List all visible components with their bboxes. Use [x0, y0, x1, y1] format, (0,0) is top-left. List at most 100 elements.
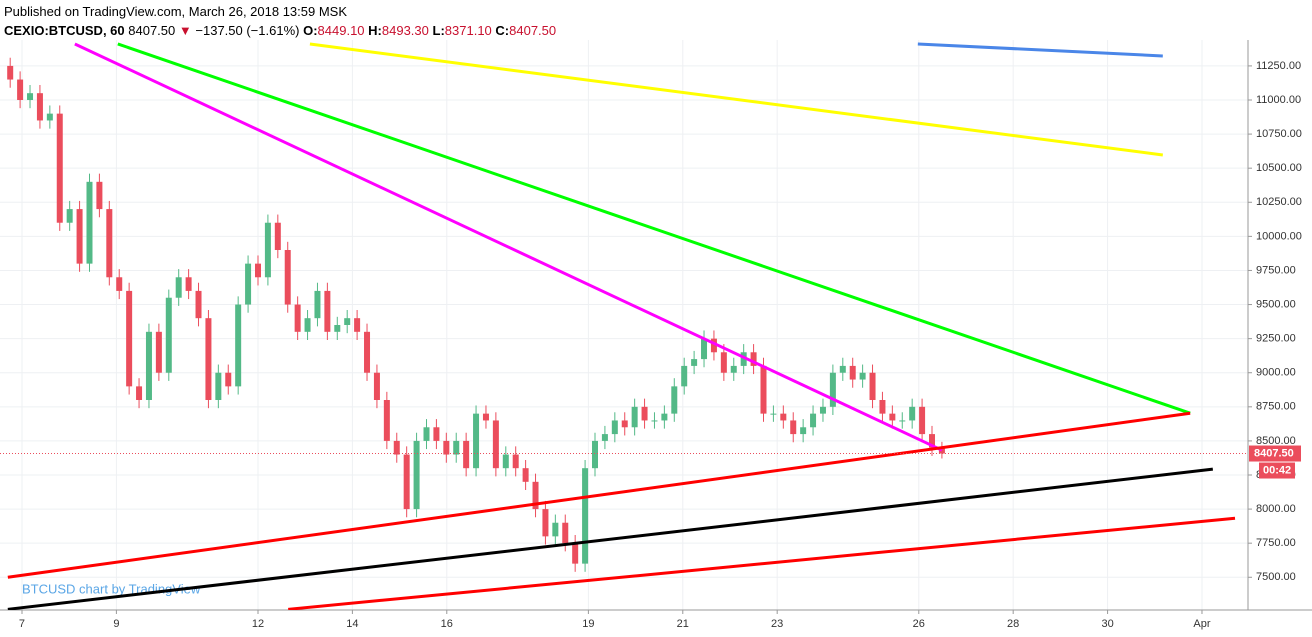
- y-tick-label: 7750.00: [1256, 537, 1296, 549]
- candle-body: [621, 420, 628, 428]
- last-price-label: 8407.50: [1254, 447, 1294, 459]
- candle-body: [175, 277, 182, 298]
- candle-body: [423, 427, 430, 441]
- y-tick-label: 11250.00: [1256, 60, 1301, 72]
- candle-body: [56, 113, 63, 223]
- y-tick-label: 7500.00: [1256, 571, 1296, 583]
- candle-body: [661, 413, 668, 421]
- y-tick-label: 9750.00: [1256, 264, 1296, 276]
- candle-body: [552, 522, 559, 537]
- candle-body: [235, 304, 242, 387]
- candle-body: [453, 440, 460, 455]
- candle-body: [641, 406, 648, 421]
- trend-line: [117, 42, 1191, 415]
- symbol-line: CEXIO:BTCUSD, 60 8407.50 ▼ −137.50 (−1.6…: [4, 21, 556, 40]
- last-price-box: [1249, 445, 1301, 462]
- candle-body: [849, 365, 856, 380]
- y-tick-label: 10000.00: [1256, 230, 1302, 242]
- x-tick-label: 7: [19, 618, 25, 630]
- y-tick-label: 10750.00: [1256, 128, 1302, 140]
- candle-body: [215, 372, 222, 400]
- candle-body: [859, 372, 866, 380]
- candle-body: [304, 318, 311, 332]
- candle-body: [66, 209, 73, 223]
- candle-body: [919, 406, 926, 435]
- ohlc-label: L:: [432, 23, 445, 38]
- candle-body: [473, 413, 480, 469]
- candle-body: [126, 290, 133, 387]
- y-tick-label: 9250.00: [1256, 333, 1296, 345]
- trend-line: [288, 516, 1236, 610]
- candle-body: [651, 420, 658, 422]
- candle-body: [17, 79, 24, 100]
- ohlc-value: 8493.30: [381, 23, 429, 38]
- candle-body: [740, 352, 747, 366]
- candle-body: [344, 318, 351, 325]
- y-tick-label: 9000.00: [1256, 367, 1296, 379]
- ohlc: O:8449.10 H:8493.30 L:8371.10 C:8407.50: [303, 23, 556, 38]
- candle-body: [314, 290, 321, 319]
- symbol: CEXIO:BTCUSD, 60: [4, 23, 125, 38]
- countdown-box: [1259, 462, 1295, 479]
- candle-body: [264, 222, 271, 278]
- x-tick-label: 28: [1007, 618, 1019, 630]
- candle-body: [364, 331, 371, 373]
- candle-body: [730, 365, 737, 373]
- candle-body: [254, 263, 261, 278]
- x-tick-label: 26: [913, 618, 925, 630]
- candle-body: [373, 372, 380, 400]
- candle-body: [889, 413, 896, 421]
- candle-body: [76, 209, 83, 264]
- candle-body: [869, 372, 876, 400]
- candle-body: [720, 352, 727, 373]
- arrow: ▼: [178, 23, 192, 38]
- candle-body: [492, 420, 499, 469]
- x-tick-label: 16: [441, 618, 453, 630]
- x-tick-label: 21: [677, 618, 689, 630]
- candle-body: [403, 454, 410, 510]
- candle-body: [36, 93, 43, 121]
- published: Published on TradingView.com, March 26, …: [4, 4, 348, 19]
- trend-line: [7, 467, 1214, 610]
- candle-body: [562, 522, 569, 544]
- candle-body: [86, 181, 93, 264]
- y-tick-label: 8500.00: [1256, 435, 1296, 447]
- candle-body: [829, 372, 836, 407]
- last: 8407.50: [128, 23, 176, 38]
- candle-body: [522, 468, 529, 482]
- candle-body: [463, 440, 470, 469]
- candle-body: [710, 338, 717, 353]
- y-tick-label: 10500.00: [1256, 162, 1302, 174]
- candle-body: [274, 222, 281, 250]
- trend-line: [917, 42, 1163, 58]
- candle-body: [136, 386, 143, 400]
- candle-body: [413, 440, 420, 510]
- candle-body: [760, 365, 767, 414]
- candle-body: [671, 386, 678, 414]
- trend-line: [7, 411, 1191, 579]
- candle-body: [691, 359, 698, 366]
- candle-body: [185, 277, 192, 291]
- candle-body: [770, 413, 777, 415]
- ohlc-label: O:: [303, 23, 318, 38]
- candle-body: [383, 400, 390, 441]
- candle-body: [582, 468, 589, 564]
- ohlc-label: H:: [368, 23, 382, 38]
- y-tick-label: 8750.00: [1256, 401, 1296, 413]
- candle-body: [790, 420, 797, 435]
- y-tick-label: 10250.00: [1256, 196, 1302, 208]
- candle-body: [701, 338, 708, 360]
- candle-body: [839, 365, 846, 373]
- candle-body: [780, 413, 787, 421]
- candle-body: [631, 406, 638, 428]
- candle-body: [611, 420, 618, 435]
- candle-body: [443, 440, 450, 455]
- candle-body: [938, 447, 945, 454]
- candle-body: [155, 331, 162, 373]
- y-tick-label: 9500.00: [1256, 298, 1296, 310]
- candle-body: [225, 372, 232, 387]
- candle-body: [284, 250, 291, 305]
- trend-line: [309, 42, 1163, 157]
